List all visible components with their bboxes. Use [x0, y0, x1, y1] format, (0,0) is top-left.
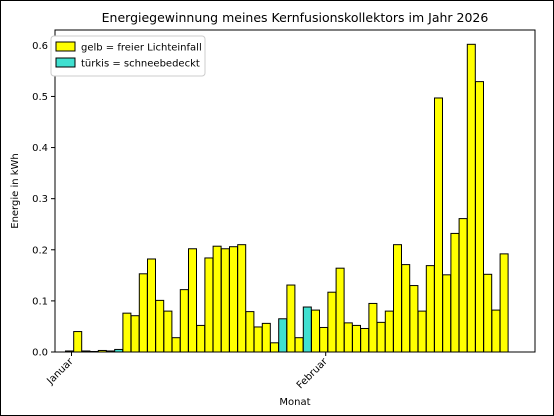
- y-axis-label: Energie in kWh: [10, 153, 21, 229]
- chart-title: Energiegewinnung meines Kernfusionskolle…: [102, 10, 489, 25]
- bar-sun: [147, 258, 156, 353]
- bar-sun: [212, 245, 222, 353]
- bar-sun: [220, 248, 230, 353]
- bar-sun: [270, 342, 279, 353]
- bar-sun: [466, 43, 476, 353]
- x-tick-label: Januar: [45, 356, 77, 388]
- y-tick-label: 0.4: [32, 143, 48, 154]
- bar-sun: [384, 310, 394, 353]
- bar-sun: [196, 324, 206, 353]
- bar-sun: [483, 273, 493, 353]
- bar-sun: [393, 244, 402, 353]
- bar-sun: [401, 264, 411, 353]
- x-axis-label: Monat: [279, 397, 310, 408]
- plot-area-border: [54, 29, 536, 353]
- y-axis: 0.0 0.1 0.2 0.3 0.4 0.5 0.6: [32, 41, 55, 359]
- bar-sun: [491, 309, 501, 353]
- bar-sun: [261, 322, 271, 353]
- bar-sun: [425, 265, 435, 353]
- legend-label: gelb = freier Lichteinfall: [81, 43, 202, 54]
- y-tick-label: 0.5: [32, 92, 48, 103]
- bar-sun: [155, 299, 165, 353]
- y-tick-label: 0.0: [32, 348, 48, 359]
- bar-sun: [286, 284, 296, 353]
- bar-sun: [417, 310, 427, 353]
- bar-sun: [188, 248, 197, 353]
- bar-sun: [311, 309, 320, 353]
- bar-sun: [122, 312, 132, 353]
- bar-sun: [245, 311, 255, 353]
- bars-group: [65, 43, 509, 353]
- bar-sun: [442, 274, 452, 353]
- bar-sun: [138, 273, 148, 353]
- x-tick-label: Februar: [295, 356, 331, 392]
- bar-sun: [204, 257, 214, 353]
- legend-box: [50, 35, 206, 77]
- bar-sun: [253, 326, 263, 353]
- bar-sun: [171, 337, 181, 353]
- bar-sun: [319, 326, 329, 353]
- bar-sun: [434, 97, 443, 353]
- bar-sun: [499, 253, 509, 353]
- y-tick-label: 0.1: [32, 296, 48, 307]
- bar-sun: [450, 232, 460, 353]
- bar-sun: [294, 337, 304, 353]
- bar-sun: [409, 285, 419, 353]
- bar-sun: [360, 327, 370, 353]
- y-tick-label: 0.2: [32, 245, 48, 256]
- bar-sun: [458, 218, 468, 353]
- bar-snow: [278, 318, 288, 353]
- legend-swatch: [55, 57, 76, 68]
- legend-swatch: [55, 41, 76, 52]
- bar-sun: [163, 310, 173, 353]
- bar-sun: [327, 291, 337, 353]
- y-tick-label: 0.3: [32, 194, 48, 205]
- y-tick-label: 0.6: [32, 41, 48, 52]
- bar-sun: [352, 324, 361, 353]
- bar-sun: [237, 244, 247, 353]
- bar-sun: [475, 81, 484, 353]
- legend-label: türkis = schneebedeckt: [81, 59, 200, 70]
- bar-sun: [130, 315, 140, 353]
- legend: gelb = freier Lichteinfall türkis = schne…: [50, 35, 206, 77]
- bar-sun: [368, 302, 378, 353]
- bar-sun: [335, 267, 345, 353]
- bar-sun: [73, 331, 83, 353]
- x-axis: Januar Februar: [45, 352, 331, 392]
- bar-sun: [376, 321, 386, 353]
- bar-sun: [343, 322, 353, 353]
- bar-sun: [229, 246, 238, 353]
- bar-sun: [179, 289, 189, 353]
- bar-snow: [302, 306, 312, 353]
